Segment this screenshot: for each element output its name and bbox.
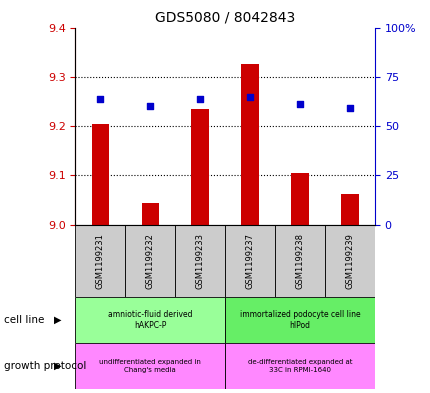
Bar xyxy=(324,225,374,297)
Bar xyxy=(75,225,125,297)
Text: amniotic-fluid derived
hAKPC-P: amniotic-fluid derived hAKPC-P xyxy=(108,310,192,330)
Point xyxy=(346,105,353,112)
Text: GSM1199239: GSM1199239 xyxy=(345,233,354,289)
Text: ▶: ▶ xyxy=(54,315,62,325)
Bar xyxy=(125,225,175,297)
Bar xyxy=(224,343,374,389)
Point xyxy=(97,95,104,102)
Point xyxy=(296,101,303,108)
Title: GDS5080 / 8042843: GDS5080 / 8042843 xyxy=(155,11,295,25)
Text: GSM1199231: GSM1199231 xyxy=(95,233,104,289)
Text: undifferentiated expanded in
Chang's media: undifferentiated expanded in Chang's med… xyxy=(99,359,201,373)
Bar xyxy=(75,297,224,343)
Text: GSM1199232: GSM1199232 xyxy=(145,233,154,289)
Bar xyxy=(92,124,109,225)
Text: de-differentiated expanded at
33C in RPMI-1640: de-differentiated expanded at 33C in RPM… xyxy=(247,359,351,373)
Bar xyxy=(274,225,324,297)
Text: cell line: cell line xyxy=(4,315,45,325)
Text: ▶: ▶ xyxy=(54,361,62,371)
Point xyxy=(147,103,154,110)
Bar xyxy=(341,194,358,225)
Text: GSM1199238: GSM1199238 xyxy=(295,233,304,289)
Point xyxy=(246,94,253,100)
Bar xyxy=(224,297,374,343)
Text: growth protocol: growth protocol xyxy=(4,361,86,371)
Point xyxy=(197,95,203,102)
Bar xyxy=(241,64,258,225)
Text: GSM1199233: GSM1199233 xyxy=(195,233,204,289)
Bar xyxy=(75,343,224,389)
Bar xyxy=(141,202,159,225)
Bar xyxy=(224,225,274,297)
Text: GSM1199237: GSM1199237 xyxy=(245,233,254,289)
Bar xyxy=(191,109,209,225)
Bar xyxy=(291,173,308,225)
Text: immortalized podocyte cell line
hIPod: immortalized podocyte cell line hIPod xyxy=(239,310,359,330)
Bar xyxy=(175,225,224,297)
